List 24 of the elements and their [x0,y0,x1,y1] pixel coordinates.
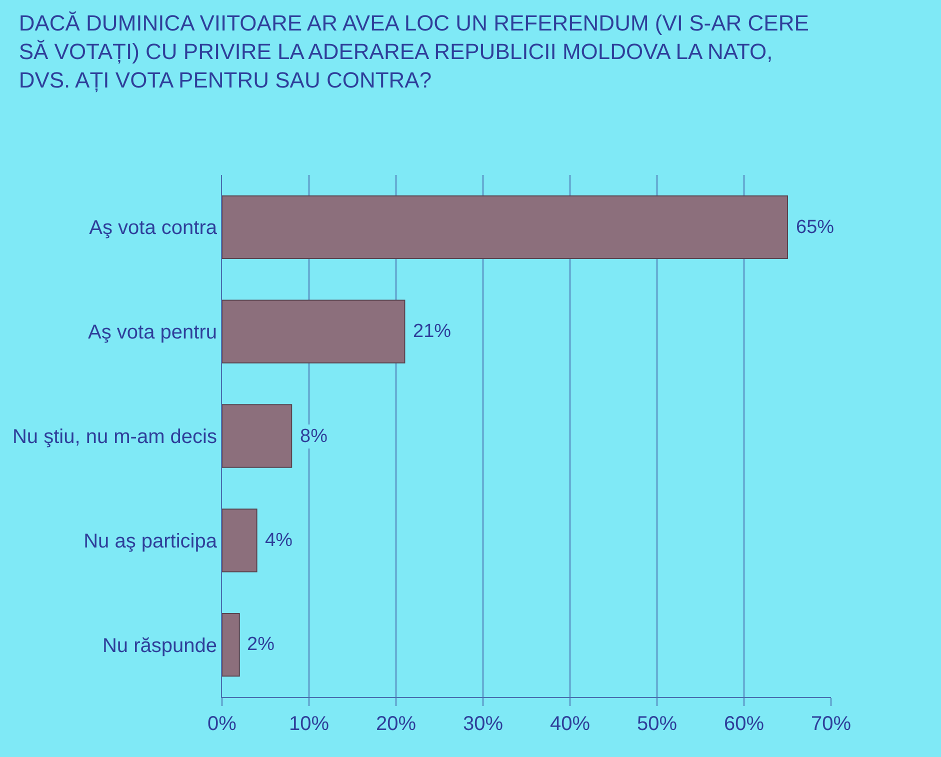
bar [222,300,406,364]
bar [222,612,240,677]
data-label: 4% [265,530,293,551]
y-tick-label: Nu ştiu, nu m-am decis [12,426,217,448]
y-tick-label: Nu aş participa [84,530,218,552]
x-tick-label: 20% [376,713,416,735]
x-tick-label: 60% [724,713,764,735]
data-label: 21% [413,321,452,342]
bar [222,404,292,468]
bar [222,195,788,260]
x-tick-label: 50% [636,713,678,735]
y-tick-label: Aş vota pentru [88,322,217,344]
data-label: 65% [796,217,834,238]
x-tick-label: 30% [462,713,504,735]
x-tick-label: 10% [288,713,330,735]
x-tick-label: 40% [550,713,590,735]
y-tick-label: Nu răspunde [102,634,217,657]
y-tick-label: Aş vota contra [89,217,218,240]
data-label: 8% [300,426,328,447]
chart-title: DACĂ DUMINICA VIITOARE AR AVEA LOC UN REFERENDUM (VI S-AR CERE SĂ VOTAȚI) CU PRIVIRE LA ADERAREA REPUBLICII MOLDOVA LA NATO, DVS. AȚI VOTA PENTRU SAU CONTRA? [18,10,809,92]
x-tick-label: 70% [810,713,852,735]
bar [222,508,258,572]
x-tick-label: 0% [208,713,237,735]
data-label: 2% [247,634,275,655]
